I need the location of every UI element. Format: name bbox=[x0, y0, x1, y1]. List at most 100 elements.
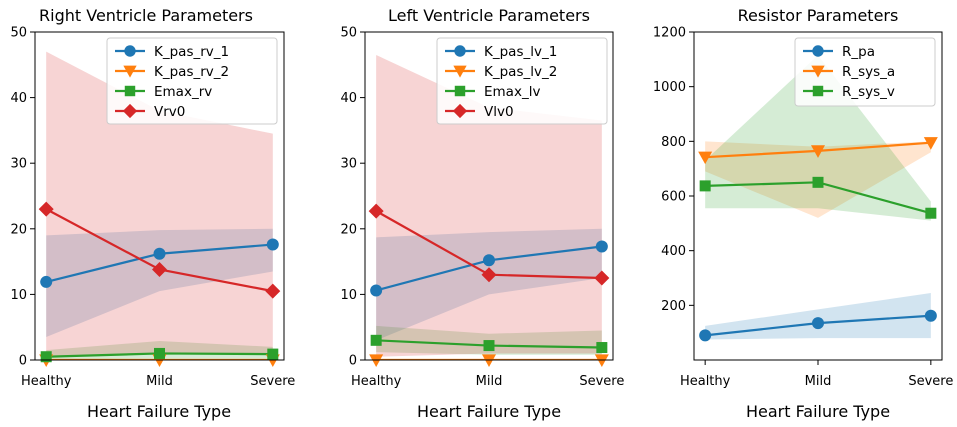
data-layer bbox=[375, 54, 602, 360]
data-point-Emax_lv bbox=[596, 342, 608, 354]
data-point-Vlv0 bbox=[594, 270, 610, 286]
band-R_sys_v bbox=[705, 55, 931, 221]
axes-frame bbox=[693, 31, 943, 361]
legend-marker bbox=[124, 85, 136, 97]
legend: R_pa R_sys_a R_sys_v bbox=[794, 37, 936, 107]
data-point-Emax_rv bbox=[154, 347, 165, 359]
x-tick-label: Mild bbox=[476, 374, 503, 389]
y-tick-label: 1200 bbox=[653, 26, 686, 41]
data-point-Vlv0 bbox=[481, 267, 497, 283]
legend-label: R_sys_a bbox=[842, 64, 895, 80]
legend-marker bbox=[812, 45, 824, 57]
x-tick-label: Mild bbox=[805, 374, 832, 389]
legend-label: Emax_lv bbox=[484, 84, 540, 100]
legend-box bbox=[436, 37, 608, 125]
data-point-Vrv0 bbox=[265, 283, 281, 299]
data-point-Vrv0 bbox=[38, 201, 54, 217]
y-tick-label: 30 bbox=[10, 157, 27, 172]
x-tick-label: Healthy bbox=[21, 374, 72, 389]
band-K_pas_lv_1 bbox=[376, 228, 602, 341]
y-tick-label: 50 bbox=[340, 26, 357, 41]
legend-label: K_pas_rv_2 bbox=[154, 64, 229, 80]
data-point-R_pa bbox=[812, 317, 824, 330]
axes-frame bbox=[364, 31, 614, 361]
x-tick-label: Severe bbox=[908, 374, 953, 389]
legend-box bbox=[794, 37, 936, 107]
panel-right-ventricle: Right Ventricle Parameters Heart Failure… bbox=[10, 6, 295, 421]
data-point-K_pas_rv_1 bbox=[40, 275, 53, 288]
y-tick-label: 200 bbox=[661, 299, 686, 314]
data-point-R_pa bbox=[699, 329, 712, 342]
data-point-R_sys_v bbox=[812, 176, 824, 188]
x-tick-label: Healthy bbox=[680, 374, 731, 389]
legend-label: R_sys_v bbox=[842, 84, 895, 100]
legend-marker bbox=[122, 103, 138, 119]
data-point-Emax_lv bbox=[370, 334, 382, 346]
y-tick-label: 10 bbox=[10, 288, 27, 303]
data-point-K_pas_lv_2 bbox=[369, 354, 384, 367]
x-tick-label: Mild bbox=[146, 374, 173, 389]
panel-title: Left Ventricle Parameters bbox=[388, 6, 590, 25]
x-axis-label: Heart Failure Type bbox=[746, 402, 890, 421]
y-tick-label: 50 bbox=[10, 26, 27, 41]
legend-label: K_pas_lv_2 bbox=[484, 64, 557, 80]
x-tick-label: Healthy bbox=[351, 374, 402, 389]
data-point-K_pas_rv_1 bbox=[153, 247, 166, 260]
plot-area: 0 10 20 30 40 50 Healthy Mild Severe K_pas_rv_1 K_… bbox=[10, 26, 295, 390]
band-K_pas_rv_1 bbox=[46, 228, 273, 338]
x-tick-label: Severe bbox=[579, 374, 624, 389]
data-point-R_pa bbox=[924, 309, 937, 322]
panel-left-ventricle: Left Ventricle Parameters Heart Failure … bbox=[340, 6, 624, 421]
legend: K_pas_lv_1 K_pas_lv_2 Emax_lv Vlv0 bbox=[436, 37, 608, 125]
y-tick-label: 20 bbox=[10, 222, 27, 237]
data-point-R_sys_v bbox=[699, 180, 711, 192]
data-point-K_pas_lv_2 bbox=[594, 354, 609, 367]
legend-label: K_pas_rv_1 bbox=[154, 44, 229, 60]
data-point-K_pas_lv_1 bbox=[370, 284, 383, 297]
panel-title: Right Ventricle Parameters bbox=[39, 6, 253, 25]
data-point-R_sys_a bbox=[811, 145, 825, 158]
band-Vlv0 bbox=[376, 54, 602, 357]
y-tick-label: 400 bbox=[661, 244, 686, 259]
y-tick-label: 40 bbox=[340, 91, 357, 106]
y-tick-label: 1000 bbox=[653, 80, 686, 95]
legend-label: Vlv0 bbox=[484, 104, 514, 120]
legend-marker bbox=[811, 65, 825, 78]
panel-resistor: Resistor Parameters Heart Failure Type 2… bbox=[653, 6, 953, 421]
legend-marker bbox=[123, 65, 137, 78]
data-point-R_sys_v bbox=[925, 207, 937, 219]
data-point-K_pas_rv_1 bbox=[266, 238, 279, 251]
data-point-R_sys_a bbox=[923, 137, 938, 150]
data-point-R_sys_a bbox=[698, 151, 713, 165]
legend-marker bbox=[124, 45, 136, 57]
y-tick-label: 800 bbox=[661, 135, 686, 150]
data-point-K_pas_lv_1 bbox=[595, 240, 608, 253]
band-R_pa bbox=[705, 293, 931, 340]
legend-marker bbox=[453, 65, 467, 78]
y-tick-label: 30 bbox=[340, 157, 357, 172]
x-axis-label: Heart Failure Type bbox=[417, 402, 561, 421]
y-tick-label: 20 bbox=[340, 222, 357, 237]
data-point-K_pas_lv_1 bbox=[483, 254, 495, 267]
legend-marker bbox=[812, 85, 824, 97]
x-tick-label: Severe bbox=[250, 374, 295, 389]
y-tick-label: 10 bbox=[340, 288, 357, 303]
data-point-Emax_lv bbox=[483, 340, 495, 352]
legend-label: Vrv0 bbox=[154, 104, 185, 120]
legend-marker bbox=[454, 85, 466, 97]
legend-marker bbox=[452, 103, 468, 119]
panel-title: Resistor Parameters bbox=[738, 6, 899, 25]
plot-area: 200 400 600 800 1000 1200 Healthy Mild Severe R_p… bbox=[653, 26, 953, 390]
y-tick-label: 40 bbox=[10, 91, 27, 106]
data-point-Emax_rv bbox=[267, 348, 279, 360]
y-tick-label: 600 bbox=[661, 190, 686, 205]
legend: K_pas_rv_1 K_pas_rv_2 Emax_rv Vrv0 bbox=[106, 37, 278, 125]
x-axis-label: Heart Failure Type bbox=[87, 402, 231, 421]
data-layer bbox=[45, 51, 274, 360]
data-point-Vrv0 bbox=[152, 261, 167, 277]
legend-label: R_pa bbox=[842, 44, 875, 60]
data-point-K_pas_lv_2 bbox=[482, 354, 496, 367]
y-tick-label: 0 bbox=[19, 354, 27, 369]
legend-box bbox=[106, 37, 278, 125]
